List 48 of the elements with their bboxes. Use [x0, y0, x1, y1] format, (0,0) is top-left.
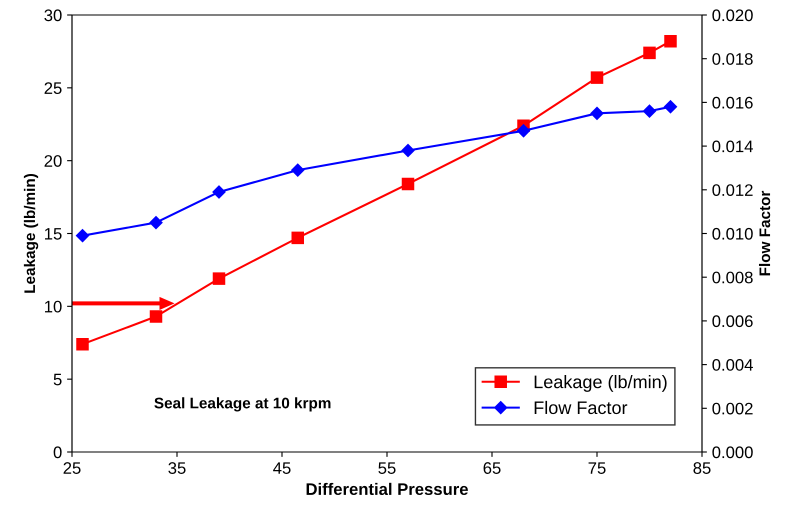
point: [291, 164, 304, 177]
y2-tick-label: 0.020: [712, 9, 753, 22]
point: [212, 185, 226, 199]
legend-label: Flow Factor: [534, 400, 628, 414]
point: [664, 34, 677, 48]
y2-tick-label: 0.018: [712, 53, 753, 65]
x-tick-label: 45: [273, 462, 291, 474]
point: [76, 229, 90, 242]
annotation: Seal Leakage at 10 krpm: [154, 397, 330, 412]
point: [664, 100, 678, 114]
legend-label: Leakage (lb/min): [534, 375, 667, 392]
point: [516, 124, 530, 138]
y2-axis-title: Flow Factor: [758, 190, 770, 276]
y2-tick-label: 0.010: [712, 228, 753, 240]
y-tick-label: 25: [44, 82, 62, 94]
point: [402, 178, 414, 190]
y2-tick-label: 0.000: [712, 446, 753, 458]
x-tick-label: 75: [588, 462, 606, 474]
point: [401, 144, 415, 158]
point: [212, 272, 226, 285]
x-tick-label: 65: [484, 462, 501, 474]
x-tick-label: 35: [168, 462, 186, 474]
y-tick-label: 10: [45, 300, 62, 313]
y-tick-label: 5: [54, 374, 62, 386]
point: [590, 71, 604, 84]
point: [643, 46, 656, 60]
y2-tick-label: 0.002: [712, 402, 753, 415]
point: [76, 338, 89, 350]
x-tick-label: 55: [378, 462, 396, 474]
y-tick-label: 30: [44, 9, 62, 22]
y-axis-title: Leakage (lb/min): [24, 174, 38, 293]
y-tick-label: 15: [45, 228, 62, 240]
y2-tick-label: 0.004: [712, 359, 753, 371]
y-tick-label: 20: [44, 155, 62, 167]
y-tick-label: 0: [54, 446, 62, 458]
point: [149, 216, 163, 230]
x-tick-label: 25: [64, 462, 81, 474]
y2-tick-label: 0.006: [712, 315, 753, 328]
y2-tick-label: 0.016: [712, 96, 753, 109]
point: [292, 232, 304, 244]
y2-tick-label: 0.012: [712, 184, 753, 196]
x-axis-title: Differential Pressure: [306, 482, 468, 496]
y2-tick-label: 0.014: [712, 140, 753, 152]
point: [642, 104, 656, 118]
x-tick-label: 85: [693, 462, 711, 474]
point: [150, 310, 162, 323]
y2-tick-label: 0.008: [712, 272, 753, 284]
point: [590, 106, 604, 120]
